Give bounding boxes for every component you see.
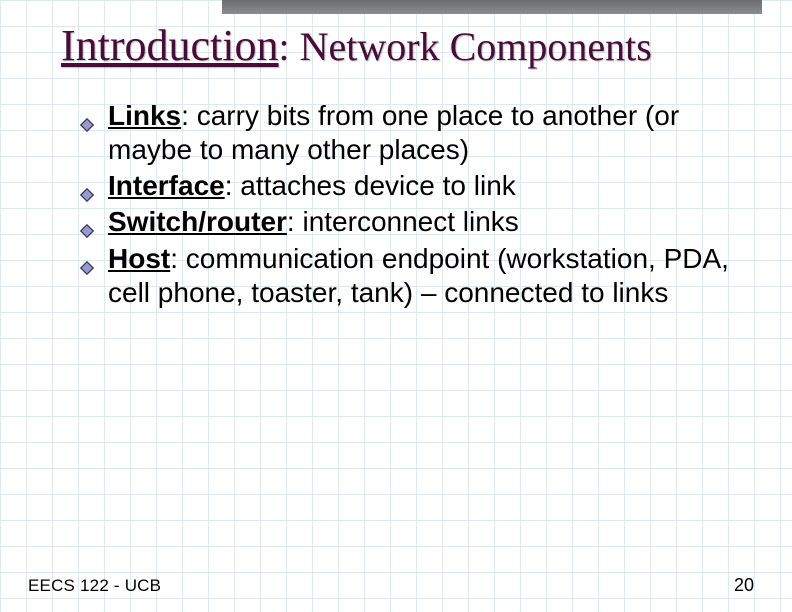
bullet-term: Links bbox=[108, 100, 181, 131]
bullet-text: : interconnect links bbox=[287, 206, 519, 237]
title-colon: : bbox=[279, 24, 300, 69]
diamond-bullet-icon bbox=[80, 212, 94, 246]
bullet-text: : carry bits from one place to another (… bbox=[108, 100, 679, 165]
list-item: Interface: attaches device to link bbox=[108, 169, 742, 203]
title-intro: Introduction bbox=[61, 21, 279, 70]
bullet-list: Links: carry bits from one place to anot… bbox=[55, 99, 752, 310]
footer-course-label: EECS 122 - UCB bbox=[28, 576, 161, 596]
footer-page-number: 20 bbox=[734, 575, 754, 596]
bullet-term: Interface bbox=[108, 170, 225, 201]
slide-container: Introduction: Network Components Links: … bbox=[0, 0, 792, 612]
bullet-term: Host bbox=[108, 243, 170, 274]
title-rest: Network Components bbox=[300, 24, 652, 69]
bullet-term: Switch/router bbox=[108, 206, 287, 237]
bullet-text: : attaches device to link bbox=[225, 170, 516, 201]
list-item: Switch/router: interconnect links bbox=[108, 205, 742, 239]
slide-title: Introduction: Network Components bbox=[61, 20, 752, 71]
diamond-bullet-icon bbox=[80, 249, 94, 283]
diamond-bullet-icon bbox=[80, 176, 94, 210]
list-item: Host: communication endpoint (workstatio… bbox=[108, 242, 742, 310]
diamond-bullet-icon bbox=[80, 106, 94, 140]
list-item: Links: carry bits from one place to anot… bbox=[108, 99, 742, 167]
bullet-text: : communication endpoint (workstation, P… bbox=[108, 243, 729, 308]
